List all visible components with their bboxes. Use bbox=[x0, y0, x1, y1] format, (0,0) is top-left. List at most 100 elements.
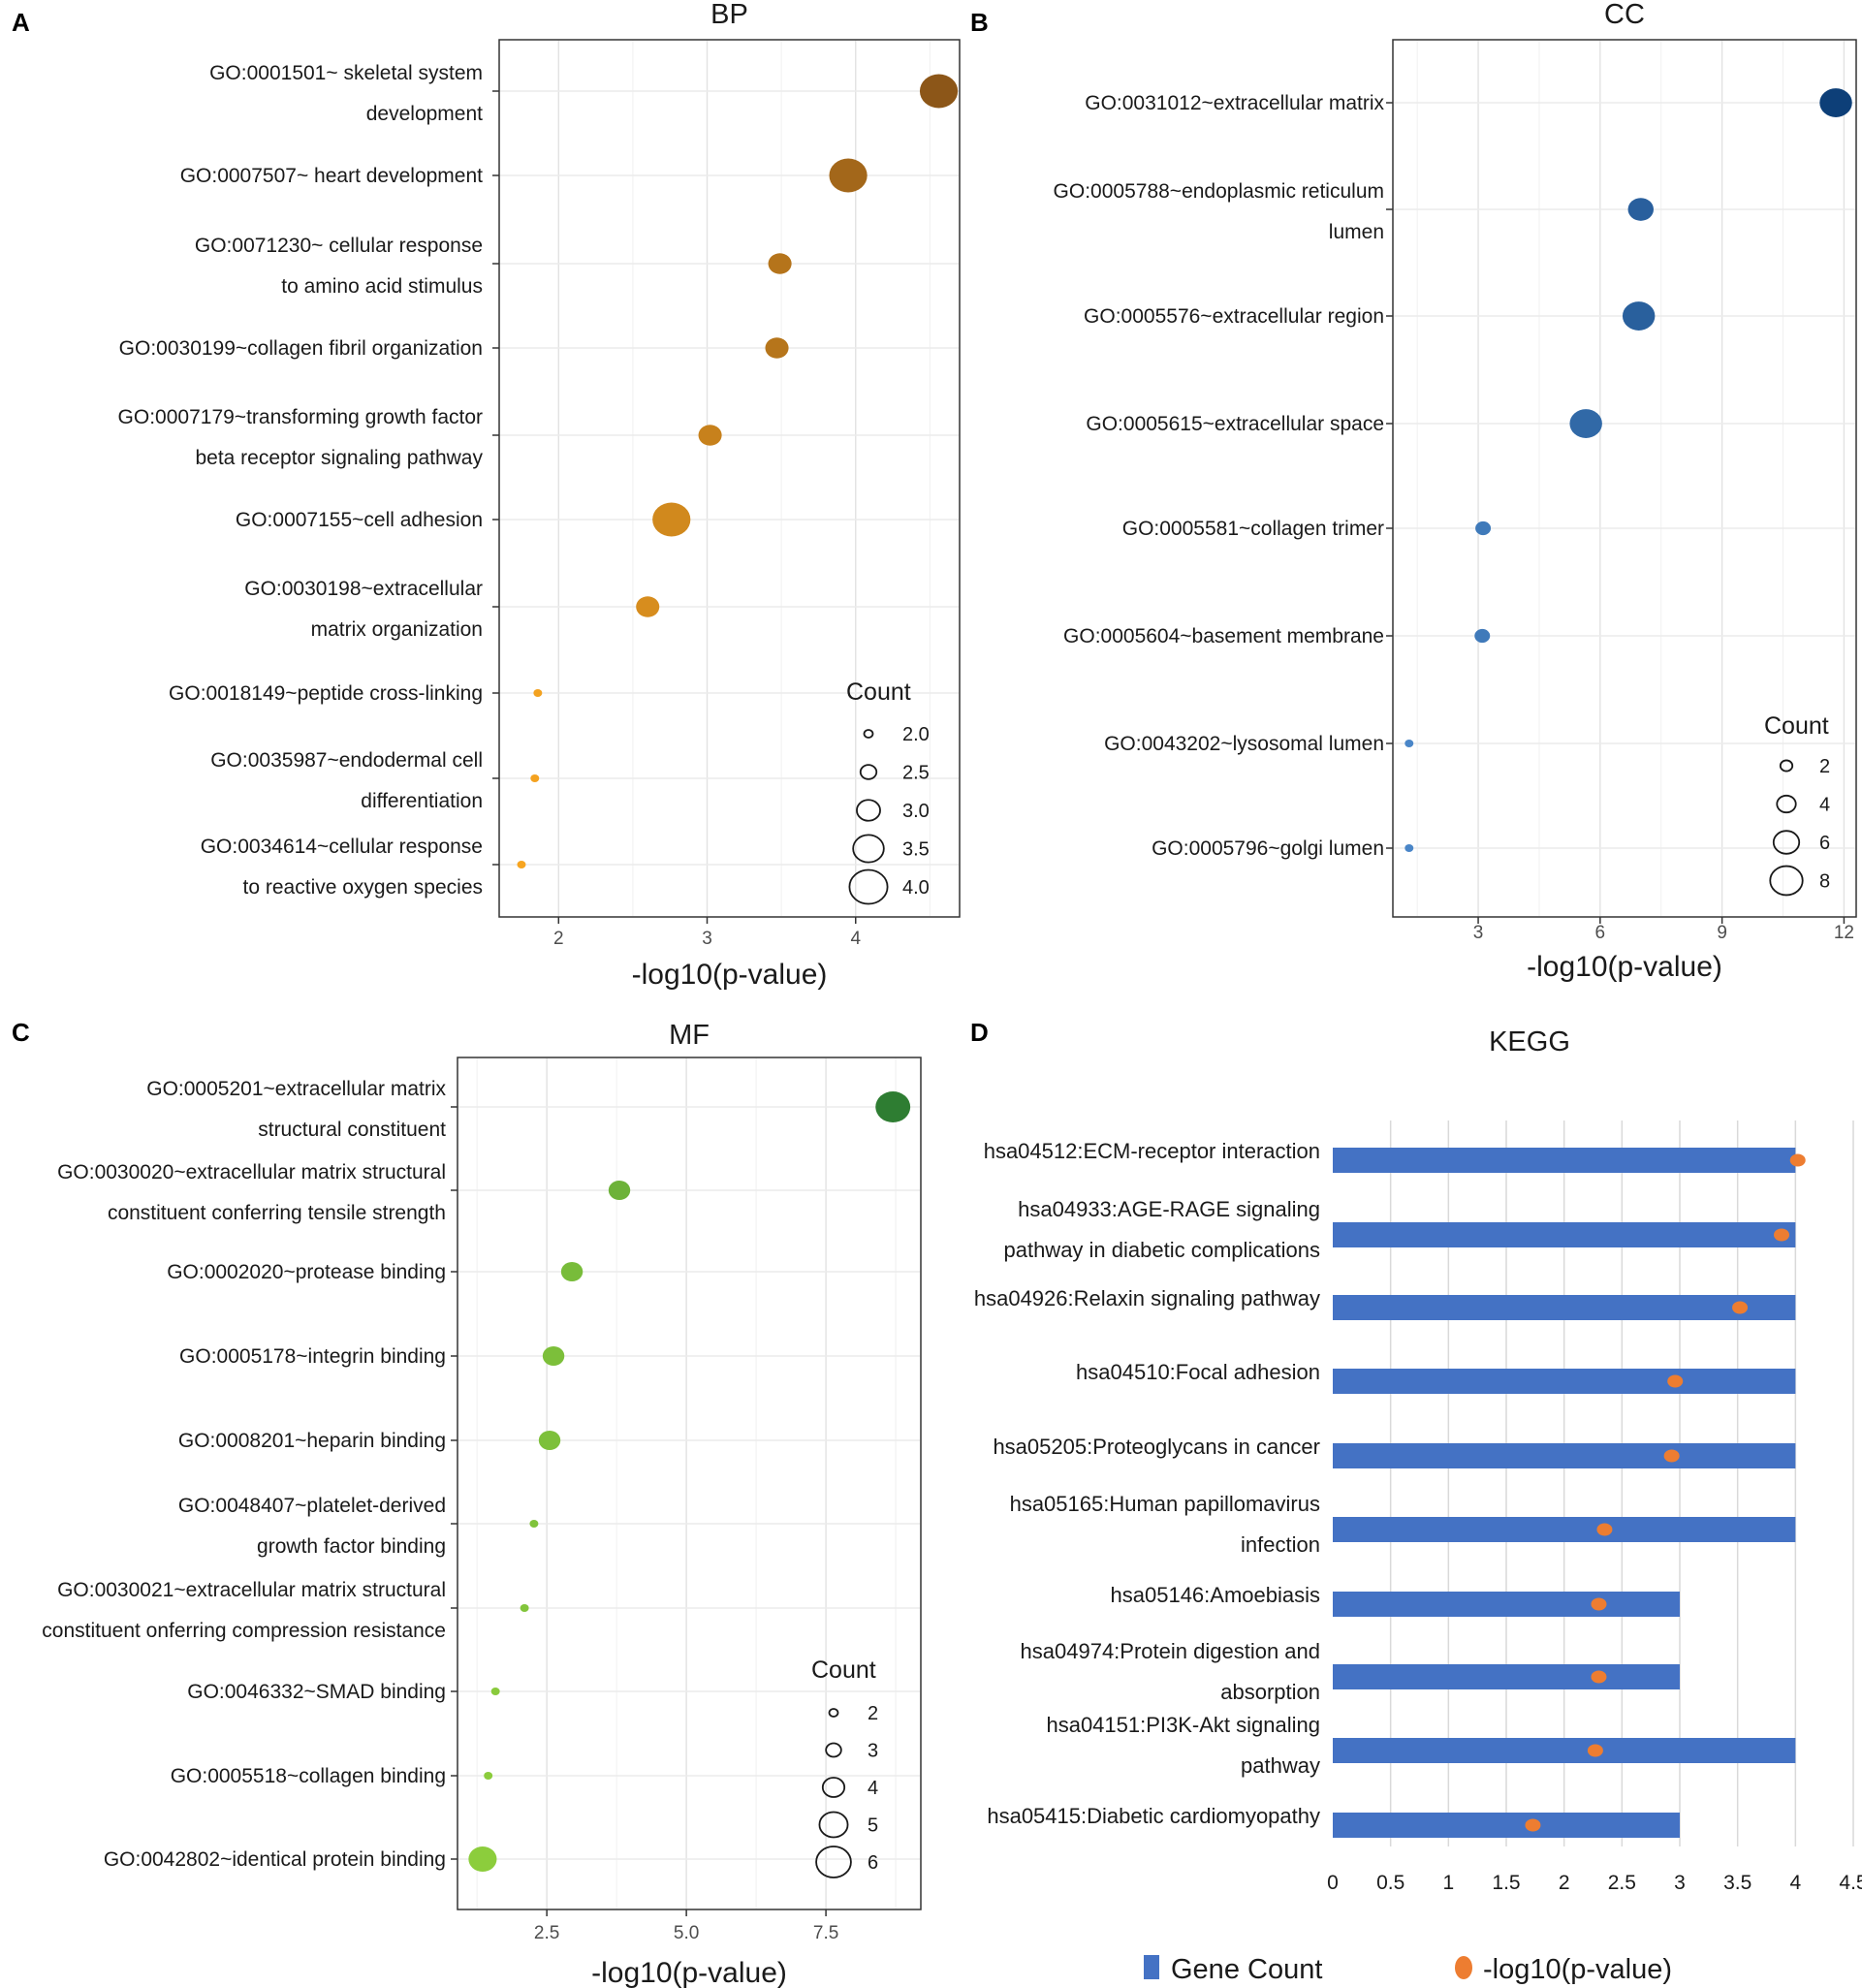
d-bar bbox=[1333, 1664, 1680, 1689]
d-category-label: hsa05205:Proteoglycans in cancer bbox=[993, 1435, 1320, 1459]
c-category-label: GO:0030021~extracellular matrix structur… bbox=[57, 1579, 446, 1601]
c-chart-title: MF bbox=[669, 1020, 710, 1051]
c-point bbox=[468, 1846, 497, 1872]
a-category-label: beta receptor signaling pathway bbox=[195, 447, 483, 469]
d-bar bbox=[1333, 1222, 1796, 1247]
b-point bbox=[1404, 740, 1414, 747]
b-point bbox=[1622, 301, 1656, 331]
d-x-tick-label: 2.5 bbox=[1608, 1872, 1636, 1894]
a-category-label: GO:0030198~extracellular bbox=[244, 578, 483, 600]
d-category-label: hsa05415:Diabetic cardiomyopathy bbox=[987, 1804, 1320, 1828]
a-category-label: development bbox=[366, 103, 483, 125]
d-bar bbox=[1333, 1517, 1796, 1542]
d-x-tick-label: 4.5 bbox=[1839, 1872, 1862, 1894]
b-point bbox=[1627, 198, 1655, 221]
a-point bbox=[533, 689, 543, 697]
d-category-label: pathway in diabetic complications bbox=[1003, 1238, 1320, 1262]
d-category-label: infection bbox=[1241, 1532, 1320, 1557]
b-category-label: lumen bbox=[1329, 221, 1384, 243]
b-category-label: GO:0005788~endoplasmic reticulum bbox=[1054, 180, 1384, 203]
a-legend-symbol bbox=[852, 834, 885, 864]
d-chart-title: KEGG bbox=[1489, 1026, 1570, 1057]
a-legend-label: 4.0 bbox=[902, 877, 930, 899]
c-legend-label: 3 bbox=[868, 1741, 878, 1762]
c-point bbox=[529, 1520, 539, 1528]
a-category-label: GO:0007507~ heart development bbox=[180, 165, 483, 187]
c-category-label: GO:0048407~platelet-derived bbox=[178, 1495, 446, 1517]
b-x-tick-label: 12 bbox=[1834, 923, 1854, 943]
d-point bbox=[1591, 1670, 1607, 1684]
c-category-label: GO:0008201~heparin binding bbox=[178, 1430, 446, 1452]
a-category-label: GO:0007155~cell adhesion bbox=[236, 509, 483, 531]
d-point bbox=[1667, 1374, 1684, 1388]
c-category-label: GO:0042802~identical protein binding bbox=[104, 1848, 446, 1871]
a-point bbox=[698, 425, 722, 446]
d-category-label: hsa04512:ECM-receptor interaction bbox=[984, 1139, 1320, 1163]
a-category-label: GO:0071230~ cellular response bbox=[195, 235, 483, 257]
d-x-tick-label: 3.5 bbox=[1723, 1872, 1752, 1894]
d-bar bbox=[1333, 1295, 1796, 1320]
b-point bbox=[1474, 628, 1491, 644]
a-x-axis-label: -log10(p-value) bbox=[632, 959, 828, 991]
b-legend-label: 8 bbox=[1819, 871, 1830, 893]
c-legend-symbol bbox=[825, 1742, 842, 1758]
c-category-label: GO:0030020~extracellular matrix structur… bbox=[57, 1161, 446, 1183]
c-x-tick-label: 7.5 bbox=[813, 1923, 838, 1943]
b-legend-label: 6 bbox=[1819, 833, 1830, 854]
b-category-label: GO:0005796~golgi lumen bbox=[1152, 837, 1384, 860]
b-point bbox=[1475, 521, 1492, 536]
c-legend-symbol bbox=[828, 1708, 839, 1718]
b-legend-label: 4 bbox=[1819, 795, 1830, 816]
d-legend-label: -log10(p-value) bbox=[1483, 1954, 1672, 1985]
c-category-label: constituent onferring compression resist… bbox=[42, 1620, 446, 1642]
c-legend-label: 6 bbox=[868, 1852, 878, 1874]
panel-letter-c: C bbox=[12, 1018, 30, 1047]
b-category-label: GO:0005581~collagen trimer bbox=[1122, 518, 1384, 540]
panel-letter-a: A bbox=[12, 8, 30, 37]
a-point bbox=[636, 596, 660, 617]
a-point bbox=[517, 861, 526, 868]
c-legend-symbol bbox=[818, 1811, 849, 1839]
a-point bbox=[765, 337, 789, 359]
a-category-label: GO:0007179~transforming growth factor bbox=[118, 406, 483, 428]
d-category-label: hsa04974:Protein digestion and bbox=[1021, 1639, 1320, 1663]
a-point bbox=[919, 74, 959, 109]
panel-letter-d: D bbox=[970, 1018, 989, 1047]
d-point bbox=[1587, 1744, 1603, 1757]
d-bar bbox=[1333, 1369, 1796, 1394]
d-point bbox=[1789, 1153, 1806, 1167]
d-x-tick-label: 0.5 bbox=[1376, 1872, 1404, 1894]
d-bar bbox=[1333, 1738, 1796, 1763]
d-point bbox=[1525, 1818, 1541, 1832]
c-legend-label: 5 bbox=[868, 1815, 878, 1837]
c-point bbox=[560, 1262, 584, 1281]
c-category-label: constituent conferring tensile strength bbox=[108, 1202, 446, 1224]
b-point bbox=[1569, 409, 1602, 438]
a-legend-label: 2.0 bbox=[902, 724, 930, 745]
a-x-tick-label: 2 bbox=[553, 929, 564, 949]
d-x-tick-label: 1 bbox=[1442, 1872, 1454, 1894]
a-x-tick-label: 3 bbox=[702, 929, 712, 949]
d-point bbox=[1591, 1597, 1607, 1611]
d-bar bbox=[1333, 1592, 1680, 1617]
a-category-label: GO:0018149~peptide cross-linking bbox=[169, 682, 483, 705]
c-point bbox=[490, 1688, 500, 1695]
c-category-label: GO:0005201~extracellular matrix bbox=[146, 1078, 446, 1100]
d-legend-dot-swatch bbox=[1455, 1956, 1472, 1979]
a-legend-title: Count bbox=[846, 678, 911, 706]
c-legend-symbol bbox=[821, 1777, 846, 1798]
a-category-label: differentiation bbox=[361, 790, 483, 812]
a-category-label: GO:0034614~cellular response bbox=[201, 836, 483, 858]
b-legend-symbol bbox=[1772, 830, 1801, 855]
b-category-label: GO:0043202~lysosomal lumen bbox=[1104, 733, 1384, 755]
a-legend-label: 3.5 bbox=[902, 839, 930, 861]
a-chart-title: BP bbox=[710, 0, 748, 30]
d-category-label: hsa04510:Focal adhesion bbox=[1076, 1360, 1320, 1384]
c-plot-frame bbox=[457, 1057, 922, 1910]
c-point bbox=[520, 1604, 529, 1612]
a-category-label: GO:0030199~collagen fibril organization bbox=[119, 337, 483, 360]
c-point bbox=[542, 1346, 565, 1366]
d-point bbox=[1663, 1449, 1680, 1463]
a-plot-frame bbox=[498, 39, 961, 918]
b-category-label: GO:0005576~extracellular region bbox=[1084, 305, 1384, 328]
